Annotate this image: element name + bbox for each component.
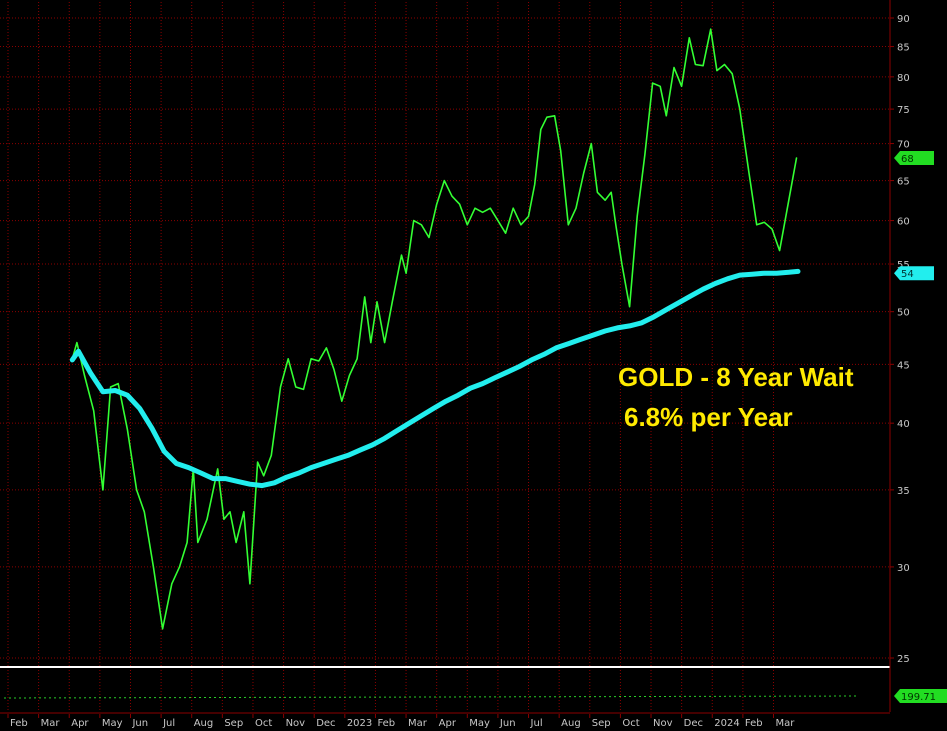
last-value-badge-label: 54 <box>901 269 914 280</box>
y-axis: 90 85 80 75 70 65 60 55 50 45 40 35 30 25 <box>889 0 910 712</box>
chart-series <box>69 28 801 630</box>
last-value-badge <box>894 151 934 166</box>
y-tick-label: 50 <box>897 308 910 319</box>
x-tick-label: Aug <box>194 718 214 729</box>
x-tick-label: Feb <box>377 718 395 729</box>
annotation-line-1: GOLD - 8 Year Wait <box>618 362 854 392</box>
x-tick-label: Aug <box>561 718 581 729</box>
x-tick-label: Jun <box>499 718 516 729</box>
y-tick-label: 90 <box>897 14 910 25</box>
chart-grid <box>0 2 890 712</box>
x-tick-label: Apr <box>71 718 89 729</box>
x-tick-label: Dec <box>316 718 335 729</box>
moving-average-line <box>69 268 801 489</box>
lower-panel-badge <box>894 689 947 703</box>
x-tick-label: Mar <box>776 718 796 729</box>
y-tick-label: 30 <box>897 563 910 574</box>
x-tick-label: Oct <box>622 718 639 729</box>
x-tick-label: Feb <box>745 718 763 729</box>
x-tick-label: Feb <box>10 718 28 729</box>
x-tick-label: May <box>102 718 123 729</box>
lower-panel-badge-label: 199.71 <box>901 692 936 703</box>
annotation-line-2: 6.8% per Year <box>624 402 793 432</box>
x-tick-label: Dec <box>684 718 703 729</box>
y-tick-label: 85 <box>897 43 910 54</box>
y-tick-label: 45 <box>897 360 910 371</box>
x-tick-label: May <box>469 718 490 729</box>
x-tick-label: Sep <box>224 718 243 729</box>
lower-indicator-panel: 199.71 <box>3 689 947 703</box>
y-tick-label: 40 <box>897 419 910 430</box>
y-tick-label: 70 <box>897 140 910 151</box>
last-value-badges: 68 54 <box>894 151 934 281</box>
x-tick-label: Jul <box>162 718 175 729</box>
x-tick-label: Nov <box>286 718 306 729</box>
y-tick-label: 80 <box>897 73 910 84</box>
x-tick-label: Mar <box>408 718 428 729</box>
x-tick-label: Oct <box>255 718 272 729</box>
x-tick-label: Jul <box>530 718 543 729</box>
x-tick-label: Sep <box>592 718 611 729</box>
lower-indicator-line <box>3 695 859 699</box>
x-tick-label: 2024 <box>714 718 739 729</box>
y-tick-label: 35 <box>897 486 910 497</box>
y-tick-label: 75 <box>897 105 910 116</box>
x-tick-label: Apr <box>439 718 457 729</box>
y-tick-label: 25 <box>897 654 910 665</box>
x-tick-label: Jun <box>131 718 148 729</box>
price-line <box>71 28 798 630</box>
last-value-badge <box>894 266 934 281</box>
y-tick-label: 65 <box>897 177 910 188</box>
x-tick-label: Nov <box>653 718 673 729</box>
y-tick-label: 60 <box>897 217 910 228</box>
y-tick-label: 55 <box>897 260 910 271</box>
x-tick-label: Mar <box>41 718 61 729</box>
x-tick-label: 2023 <box>347 718 372 729</box>
last-value-badge-label: 68 <box>901 154 914 165</box>
x-axis: Feb Mar Apr May Jun Jul Aug Sep Oct Nov Dec 2023 Feb… <box>0 712 890 729</box>
